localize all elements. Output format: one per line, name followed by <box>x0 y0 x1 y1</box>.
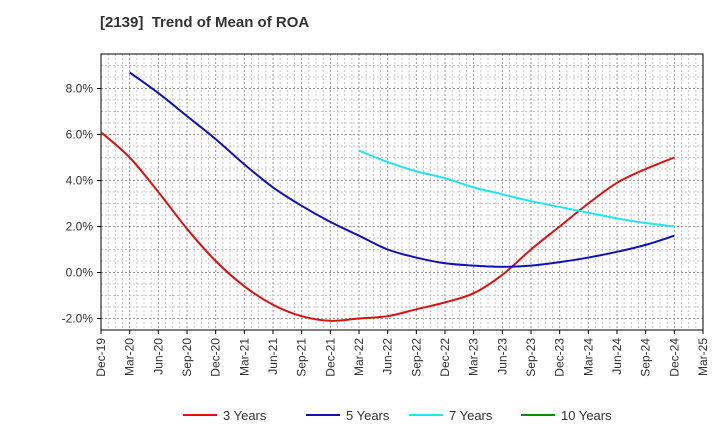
data-point <box>645 168 647 170</box>
grid <box>101 54 703 330</box>
data-point <box>415 257 417 259</box>
data-point <box>559 206 561 208</box>
y-tick-label: 0.0% <box>66 266 94 280</box>
data-point <box>358 318 360 320</box>
axis-ticks: -2.0% 0.0% 2.0% 4.0% 6.0% 8.0% Dec-19 Mar-20 Jun… <box>62 82 710 377</box>
data-point <box>673 157 675 159</box>
x-tick-label: Sep-21 <box>295 338 309 377</box>
data-point <box>272 304 274 306</box>
x-tick-label: Dec-21 <box>323 338 337 377</box>
x-tick-label: Sep-23 <box>524 338 538 377</box>
data-point <box>157 191 159 193</box>
data-point <box>243 285 245 287</box>
chart-title: [2139] Trend of Mean of ROA <box>100 14 310 31</box>
data-point <box>444 301 446 303</box>
legend-label: 10 Years <box>561 408 612 423</box>
series-line-7-years <box>358 149 675 228</box>
data-point <box>329 320 331 322</box>
data-point <box>616 217 618 219</box>
data-point <box>559 226 561 228</box>
data-point <box>616 251 618 253</box>
plot-frame <box>100 53 704 331</box>
data-point <box>415 170 417 172</box>
x-tick-label: Dec-22 <box>438 338 452 377</box>
y-tick-label: 6.0% <box>66 128 94 142</box>
data-point <box>157 92 159 94</box>
data-point <box>444 177 446 179</box>
data-point <box>186 115 188 117</box>
data-point <box>587 257 589 259</box>
data-point <box>473 186 475 188</box>
x-tick-label: Sep-22 <box>409 338 423 377</box>
data-point <box>387 315 389 317</box>
data-point <box>501 274 503 276</box>
x-tick-label: Dec-23 <box>553 338 567 377</box>
data-point <box>645 222 647 224</box>
legend-label: 5 Years <box>346 408 390 423</box>
x-tick-label: Jun-22 <box>381 338 395 375</box>
x-tick-label: Mar-24 <box>581 338 595 376</box>
data-point <box>530 200 532 202</box>
data-point <box>587 212 589 214</box>
data-point <box>673 226 675 228</box>
data-point <box>444 262 446 264</box>
x-tick-label: Mar-22 <box>352 338 366 376</box>
data-point <box>530 265 532 267</box>
series-line-5-years <box>129 71 675 268</box>
x-tick-label: Dec-24 <box>667 338 681 377</box>
x-tick-label: Sep-20 <box>180 338 194 377</box>
data-point <box>243 163 245 165</box>
y-tick-label: -2.0% <box>62 312 94 326</box>
data-point <box>329 221 331 223</box>
data-point <box>530 249 532 251</box>
data-point <box>129 71 131 73</box>
data-point <box>415 308 417 310</box>
series-group <box>100 71 675 322</box>
data-point <box>501 193 503 195</box>
data-point <box>129 157 131 159</box>
data-point <box>616 182 618 184</box>
x-tick-label: Dec-19 <box>94 338 108 377</box>
data-point <box>473 265 475 267</box>
legend: 3 Years 5 Years 7 Years 10 Years <box>183 408 612 423</box>
data-point <box>473 292 475 294</box>
x-tick-label: Jun-20 <box>151 338 165 375</box>
data-point <box>501 266 503 268</box>
data-point <box>559 261 561 263</box>
data-point <box>587 203 589 205</box>
data-point <box>358 150 360 152</box>
data-point <box>358 235 360 237</box>
data-point <box>272 186 274 188</box>
data-point <box>186 228 188 230</box>
y-tick-label: 2.0% <box>66 220 94 234</box>
data-point <box>215 260 217 262</box>
legend-label: 3 Years <box>223 408 267 423</box>
x-tick-label: Dec-20 <box>209 338 223 377</box>
data-point <box>301 315 303 317</box>
x-tick-label: Jun-23 <box>495 338 509 375</box>
x-tick-label: Jun-24 <box>610 338 624 375</box>
x-tick-label: Mar-20 <box>123 338 137 376</box>
data-point <box>387 249 389 251</box>
x-tick-label: Mar-25 <box>696 338 710 376</box>
y-tick-label: 8.0% <box>66 82 94 96</box>
data-point <box>645 244 647 246</box>
data-point <box>387 161 389 163</box>
legend-label: 7 Years <box>449 408 493 423</box>
x-tick-label: Mar-21 <box>237 338 251 376</box>
data-point <box>100 131 102 133</box>
x-tick-label: Jun-21 <box>266 338 280 375</box>
y-tick-label: 4.0% <box>66 174 94 188</box>
data-point <box>215 138 217 140</box>
x-tick-label: Mar-23 <box>467 338 481 376</box>
x-tick-label: Sep-24 <box>639 338 653 377</box>
data-point <box>301 205 303 207</box>
data-point <box>673 235 675 237</box>
